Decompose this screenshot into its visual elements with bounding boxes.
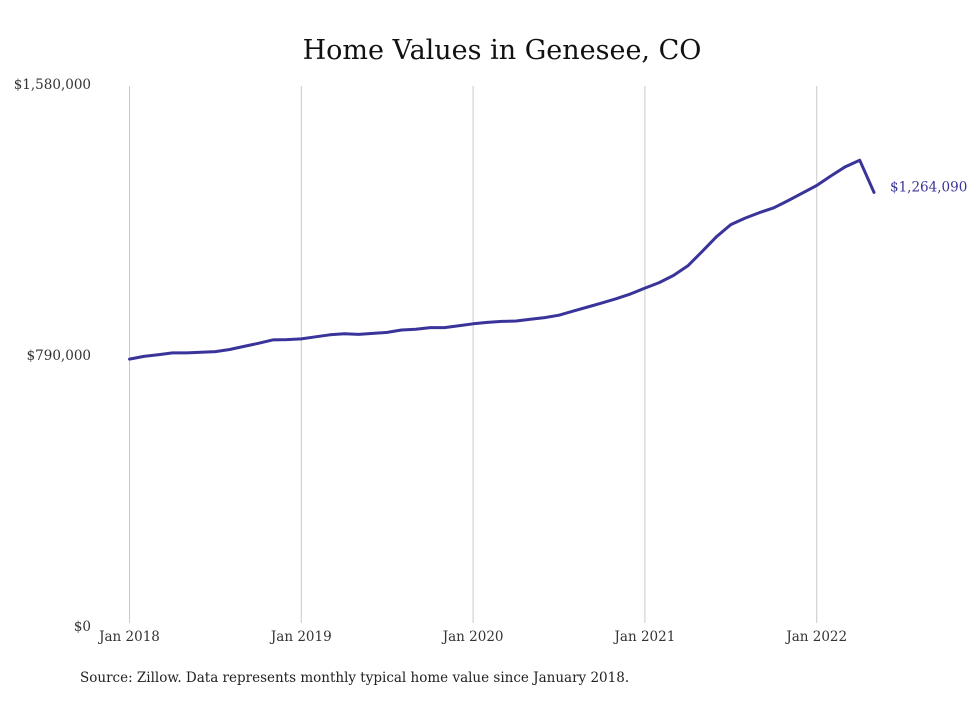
source-note: Source: Zillow. Data represents monthly … bbox=[80, 670, 629, 686]
x-axis-ticks: Jan 2018 Jan 2019 Jan 2020 Jan 2021 Jan 2022 bbox=[97, 629, 847, 645]
x-tick-label: Jan 2021 bbox=[613, 629, 676, 645]
y-tick-label: $790,000 bbox=[27, 348, 91, 364]
x-tick-label: Jan 2022 bbox=[784, 629, 847, 645]
y-tick-label: $1,580,000 bbox=[14, 77, 91, 93]
x-tick-label: Jan 2018 bbox=[97, 629, 160, 645]
x-tick-label: Jan 2019 bbox=[269, 629, 332, 645]
series-layer bbox=[128, 158, 876, 361]
chart-title: Home Values in Genesee, CO bbox=[303, 35, 702, 66]
y-tick-label: $0 bbox=[74, 619, 91, 635]
home-value-line bbox=[128, 158, 876, 361]
end-value-label: $1,264,090 bbox=[890, 179, 967, 195]
y-axis-ticks: $0 $790,000 $1,580,000 bbox=[14, 77, 91, 635]
x-tick-label: Jan 2020 bbox=[441, 629, 504, 645]
gridlines bbox=[129, 86, 818, 623]
